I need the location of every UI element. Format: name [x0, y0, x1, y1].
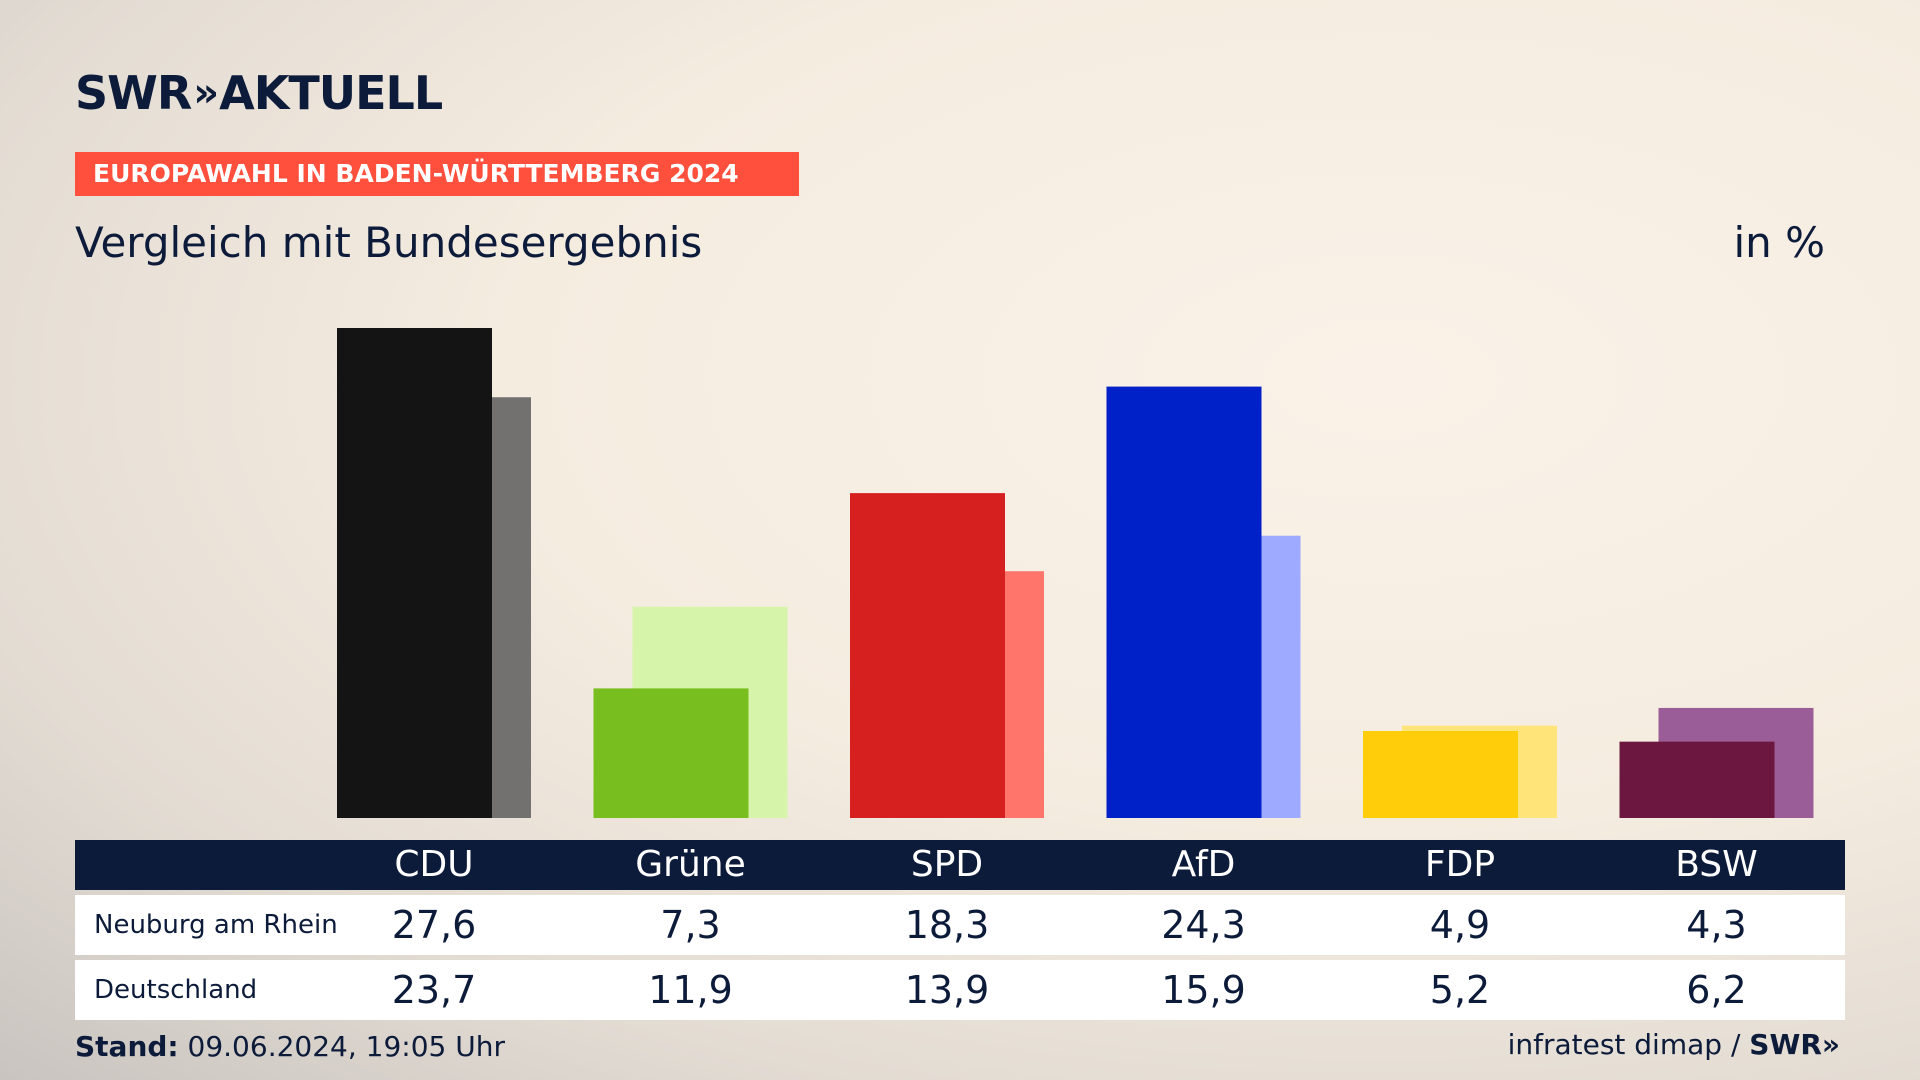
row-label: Deutschland — [94, 975, 258, 1005]
party-header-row: CDU Grüne SPD AfD FDP BSW — [75, 840, 1845, 890]
unit-label: in % — [1733, 218, 1825, 267]
logo-text: SWR — [75, 66, 192, 120]
data-label: 27,6 — [391, 903, 477, 947]
bar-fdp-local — [1363, 731, 1518, 818]
tick-label-bsw: BSW — [1675, 844, 1758, 885]
data-label: 11,9 — [648, 968, 733, 1012]
data-label: 13,9 — [904, 968, 990, 1012]
stand-label: Stand: — [75, 1030, 179, 1063]
bar-spd-local — [850, 493, 1005, 818]
results-table: CDU Grüne SPD AfD FDP BSW Neuburg am Rhein 27… — [75, 840, 1845, 1020]
table-row-local: Neuburg am Rhein 27,6 7,3 18,3 24,3 4,9 4,3 — [75, 895, 1845, 955]
data-label: 4,3 — [1686, 903, 1747, 947]
tick-label-fdp: FDP — [1424, 844, 1496, 885]
data-label: 18,3 — [904, 903, 990, 947]
logo-suffix: AKTUELL — [219, 66, 443, 120]
election-banner: EUROPAWAHL IN BADEN-WÜRTTEMBERG 2024 — [75, 152, 799, 196]
bar-cdu-local — [337, 328, 492, 818]
swr-aktuell-logo: SWR » AKTUELL — [75, 66, 443, 120]
tick-label-cdu: CDU — [394, 844, 474, 885]
bar-afd-local — [1106, 386, 1262, 818]
source-text: infratest dimap / — [1507, 1028, 1741, 1061]
row-label: Neuburg am Rhein — [94, 910, 338, 940]
data-label: 4,9 — [1429, 903, 1491, 947]
chart-subtitle: Vergleich mit Bundesergebnis — [75, 218, 703, 267]
data-label: 6,2 — [1686, 968, 1747, 1012]
data-label: 24,3 — [1161, 903, 1246, 947]
source-credit: infratest dimap / SWR» — [1508, 1028, 1840, 1061]
bar-bsw-local — [1619, 741, 1775, 818]
stand-value: 09.06.2024, 19:05 Uhr — [187, 1030, 505, 1063]
source-brand: SWR» — [1749, 1028, 1840, 1061]
timestamp: Stand: 09.06.2024, 19:05 Uhr — [75, 1030, 505, 1063]
data-label: 7,3 — [660, 903, 721, 947]
tick-label-spd: SPD — [910, 844, 984, 885]
data-label: 15,9 — [1161, 968, 1246, 1012]
data-label: 5,2 — [1429, 968, 1491, 1012]
bar-chart — [337, 328, 1814, 818]
tick-label-afd: AfD — [1171, 844, 1236, 885]
data-label: 23,7 — [391, 968, 477, 1012]
table-row-national: Deutschland 23,7 11,9 13,9 15,9 5,2 6,2 — [75, 960, 1845, 1020]
bar-grüne-local — [593, 688, 749, 818]
tick-label-grüne: Grüne — [635, 844, 746, 885]
